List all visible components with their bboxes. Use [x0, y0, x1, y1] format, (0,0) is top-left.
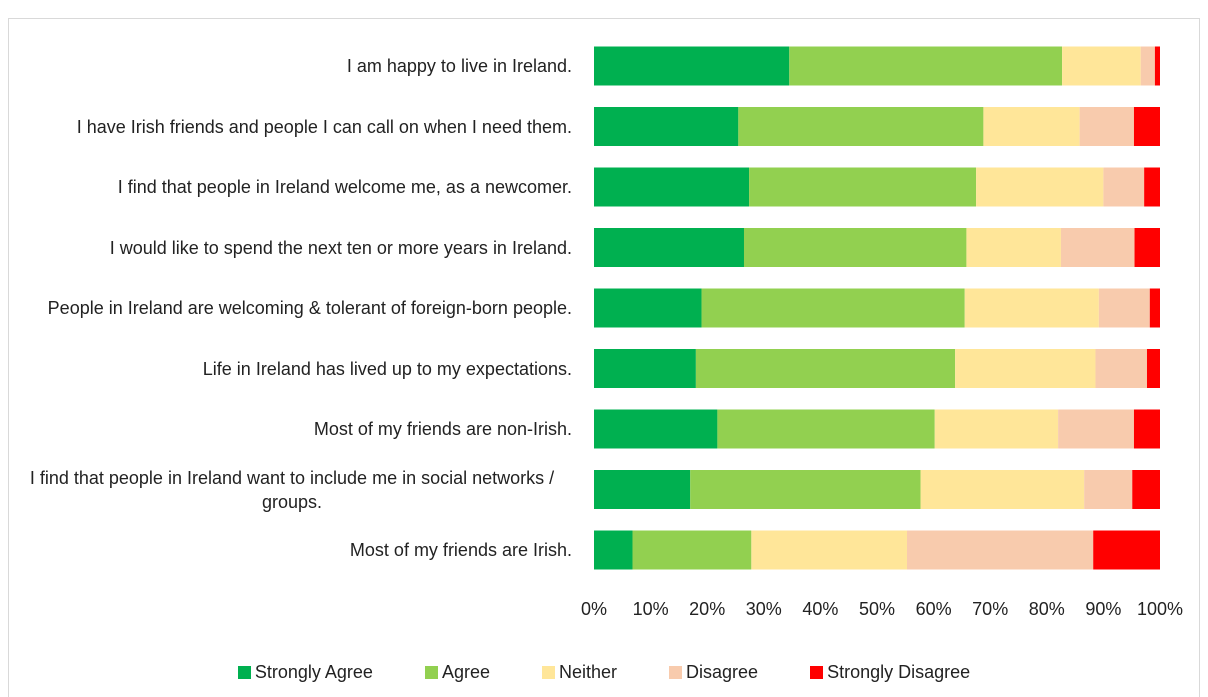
- category-label: Most of my friends are non-Irish.: [313, 419, 572, 439]
- bar-segment: [983, 107, 1080, 146]
- category-label: Most of my friends are Irish.: [349, 540, 572, 560]
- legend-item: Agree: [424, 662, 490, 683]
- bar-segment: [594, 107, 739, 146]
- bar-segment: [749, 167, 977, 207]
- bar-segment: [1132, 470, 1160, 509]
- bar-segment: [632, 530, 752, 570]
- bar-segment: [594, 409, 718, 449]
- bar-segment: [906, 530, 1094, 570]
- legend-label: Strongly Agree: [254, 662, 373, 682]
- bar-segment: [594, 288, 702, 328]
- x-tick-label: 10%: [633, 599, 669, 619]
- legend-item: Neither: [541, 662, 618, 683]
- category-label-box: I find that people in Ireland welcome me…: [12, 175, 572, 199]
- legend-label: Disagree: [686, 662, 759, 682]
- category-label: I am happy to live in Ireland.: [346, 56, 572, 76]
- bar-segment: [1098, 288, 1150, 328]
- bar-segment: [1095, 349, 1147, 388]
- bar-segment: [701, 288, 965, 328]
- bar-segment: [717, 409, 935, 449]
- bar-segment: [1146, 349, 1160, 388]
- legend-swatch: [541, 666, 555, 679]
- legend-swatch: [669, 666, 683, 679]
- legend-label: Strongly Disagree: [827, 662, 971, 682]
- bar-segment: [594, 530, 633, 570]
- x-tick-label: 70%: [972, 599, 1008, 619]
- category-label-box: Most of my friends are non-Irish.: [12, 417, 572, 441]
- bar-segment: [1084, 470, 1133, 509]
- bar-segment: [594, 470, 691, 509]
- bar-segment: [1079, 107, 1134, 146]
- category-label-box: Life in Ireland has lived up to my expec…: [12, 357, 572, 381]
- bar-segment: [695, 349, 956, 388]
- legend-label: Neither: [558, 662, 618, 682]
- bar-segment: [594, 46, 790, 86]
- legend-item: Disagree: [669, 662, 758, 683]
- x-tick-label: 30%: [746, 599, 782, 619]
- category-label-box: I have Irish friends and people I can ca…: [12, 115, 572, 139]
- bar-segment: [594, 349, 696, 388]
- category-label-box: I would like to spend the next ten or mo…: [12, 236, 572, 260]
- category-label-box: Most of my friends are Irish.: [12, 538, 572, 562]
- x-tick-label: 50%: [859, 599, 895, 619]
- bar-segment: [1149, 288, 1160, 328]
- bar-segment: [1133, 409, 1160, 449]
- bar-segment: [1103, 167, 1145, 207]
- legend-item: Strongly Agree: [237, 662, 373, 683]
- bar-segment: [920, 470, 1085, 509]
- bar-segment: [1140, 46, 1155, 86]
- legend-swatch: [424, 666, 438, 679]
- bar-segment: [934, 409, 1059, 449]
- legend: Strongly Agree Agree Neither Disagree Strong…: [0, 662, 1208, 683]
- x-tick-label: 80%: [1029, 599, 1065, 619]
- bar-segment: [690, 470, 921, 509]
- bar-segment: [966, 228, 1061, 267]
- x-tick-label: 40%: [802, 599, 838, 619]
- bar-segment: [1058, 409, 1134, 449]
- legend-label: Agree: [441, 662, 490, 682]
- category-label: People in Ireland are welcoming & tolera…: [47, 298, 572, 318]
- category-label-box: I am happy to live in Ireland.: [12, 54, 572, 78]
- category-label-box: People in Ireland are welcoming & tolera…: [12, 296, 572, 320]
- category-label: Life in Ireland has lived up to my expec…: [202, 358, 572, 379]
- legend-swatch: [810, 666, 824, 679]
- bar-segment: [976, 167, 1104, 207]
- bar-segment: [955, 349, 1096, 388]
- bar-segment: [1154, 46, 1160, 86]
- bar-segment: [751, 530, 907, 570]
- x-tick-label: 60%: [916, 599, 952, 619]
- x-tick-label: 90%: [1085, 599, 1121, 619]
- bar-segment: [1134, 228, 1160, 267]
- bar-segment: [1093, 530, 1160, 570]
- chart-border: [8, 18, 1200, 697]
- x-tick-label: 0%: [581, 599, 607, 619]
- category-label-box: I find that people in Ireland want to in…: [12, 466, 572, 514]
- legend-swatch: [237, 666, 251, 679]
- category-label: I find that people in Ireland welcome me…: [117, 177, 572, 197]
- category-label: I find that people in Ireland want to in…: [29, 467, 555, 512]
- bar-segment: [789, 46, 1063, 86]
- bar-segment: [594, 167, 750, 207]
- bar-segment: [594, 228, 744, 267]
- bar-segment: [1144, 167, 1160, 207]
- x-tick-label: 100%: [1137, 599, 1183, 619]
- x-tick-label: 20%: [689, 599, 725, 619]
- legend-item: Strongly Disagree: [810, 662, 970, 683]
- category-label: I have Irish friends and people I can ca…: [76, 116, 572, 137]
- bar-segment: [1062, 46, 1141, 86]
- category-label: I would like to spend the next ten or mo…: [109, 237, 572, 258]
- bar-segment: [1060, 228, 1135, 267]
- bar-segment: [743, 228, 967, 267]
- bar-segment: [738, 107, 984, 146]
- bar-segment: [1133, 107, 1160, 146]
- bar-segment: [964, 288, 1099, 328]
